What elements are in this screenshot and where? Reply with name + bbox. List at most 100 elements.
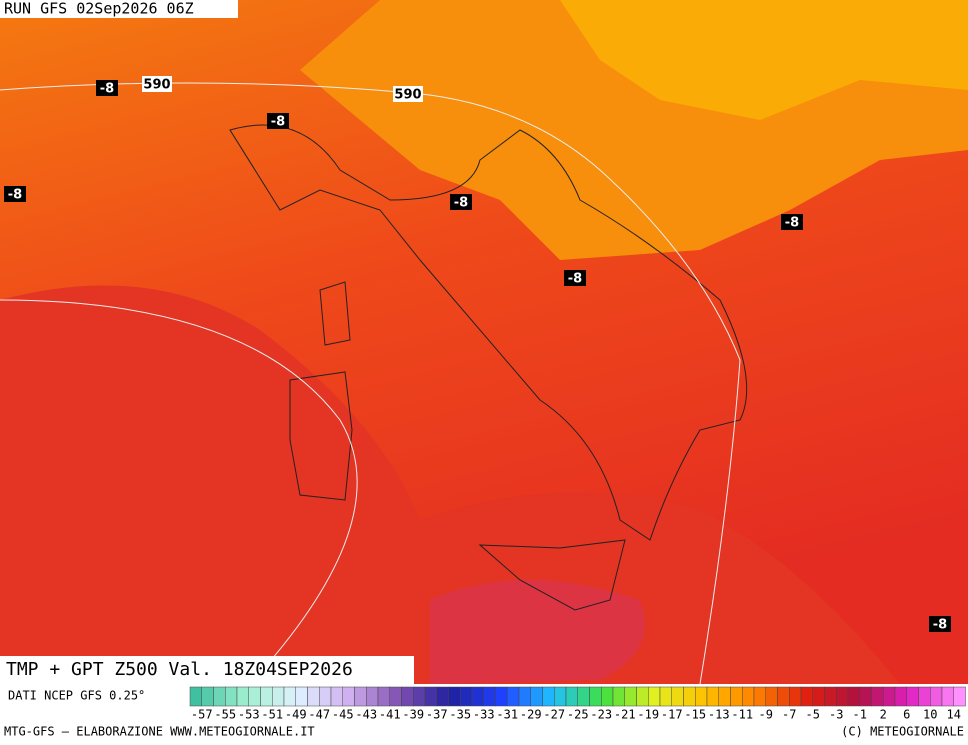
colorbar-label: -49 [285,708,307,722]
colorbar-label: -3 [829,708,843,722]
colorbar-swatch [800,686,813,707]
colorbar-swatch [342,686,355,707]
colorbar-label: -51 [261,708,283,722]
colorbar-swatch [554,686,567,707]
colorbar-swatch [589,686,602,707]
colorbar-label: -33 [473,708,495,722]
colorbar-label: 14 [947,708,961,722]
colorbar-swatch [377,686,390,707]
colorbar-label: -45 [332,708,354,722]
contour-label-box [564,270,586,286]
colorbar-label: -37 [426,708,448,722]
colorbar-swatch [777,686,790,707]
colorbar-label: -55 [214,708,236,722]
colorbar-label: -27 [543,708,565,722]
contour-label-box [393,86,423,102]
colorbar-swatch [601,686,614,707]
colorbar-label: -13 [708,708,730,722]
colorbar-swatch [871,686,884,707]
colorbar-swatch [624,686,637,707]
colorbar-swatch [918,686,931,707]
colorbar-label: -47 [308,708,330,722]
footer-right: (C) METEOGIORNALE [841,725,964,739]
footer-left: MTG-GFS – ELABORAZIONE WWW.METEOGIORNALE… [4,725,315,739]
colorbar-label: -19 [637,708,659,722]
contour-label-box [450,194,472,210]
colorbar-swatch [283,686,296,707]
colorbar-swatch [753,686,766,707]
colorbar-swatch [930,686,943,707]
colorbar-label: -11 [731,708,753,722]
colorbar-swatch [460,686,473,707]
colorbar-swatch [612,686,625,707]
colorbar-swatch [518,686,531,707]
colorbar-swatch [530,686,543,707]
colorbar-label: -57 [191,708,213,722]
colorbar-swatch [824,686,837,707]
colorbar-swatch [812,686,825,707]
contour-label: -8 [785,216,799,231]
colorbar-swatch [565,686,578,707]
colorbar-label: -23 [590,708,612,722]
colorbar-label: -5 [806,708,820,722]
colorbar-swatch [225,686,238,707]
colorbar-swatch [366,686,379,707]
colorbar-swatch [847,686,860,707]
colorbar-swatch [295,686,308,707]
colorbar-swatch [906,686,919,707]
colorbar-label: -41 [379,708,401,722]
contour-label-box [929,616,951,632]
colorbar-swatch [201,686,214,707]
colorbar-swatch [260,686,273,707]
colorbar-swatch [648,686,661,707]
colorbar-swatch [718,686,731,707]
contour-label: -8 [454,196,468,211]
colorbar-swatch [213,686,226,707]
colorbar-swatch [236,686,249,707]
colorbar-label: -35 [449,708,471,722]
colorbar-swatch [507,686,520,707]
coastlines [229,124,748,611]
colorbar-swatch [636,686,649,707]
colorbar-swatch [742,686,755,707]
colorbar-swatch [330,686,343,707]
warm-area [560,0,968,120]
colorbar-label: -21 [614,708,636,722]
colorbar-swatch [436,686,449,707]
colorbar-swatch [471,686,484,707]
contour-label: -8 [568,272,582,287]
colorbar-label: 10 [923,708,937,722]
isohypse [0,82,741,685]
colorbar-swatch [413,686,426,707]
title-box [0,656,414,684]
colorbar-swatch [859,686,872,707]
contour-label: -8 [8,188,22,203]
contour-label-box [142,76,172,92]
colorbar-swatch [695,686,708,707]
colorbar-swatch [671,686,684,707]
colorbar-swatch [424,686,437,707]
colorbar-swatch [319,686,332,707]
colorbar-swatch [883,686,896,707]
colorbar-swatch [307,686,320,707]
colorbar-label: -39 [402,708,424,722]
colorbar-label: -15 [684,708,706,722]
colorbar-swatch [448,686,461,707]
colorbar-label: -43 [355,708,377,722]
colorbar-swatch [659,686,672,707]
colorbar-swatch [953,686,966,707]
colorbar-label: -17 [661,708,683,722]
contour-label: 590 [394,88,421,103]
contour-label-box [781,214,803,230]
colorbar-swatch [836,686,849,707]
contour-label: -8 [933,618,947,633]
colorbar-swatch [483,686,496,707]
contour-label-box [267,113,289,129]
source-label: DATI NCEP GFS 0.25° [8,689,145,703]
colorbar-swatch [683,686,696,707]
colorbar-swatch [248,686,261,707]
colorbar-swatch [789,686,802,707]
colorbar-label: 2 [880,708,887,722]
